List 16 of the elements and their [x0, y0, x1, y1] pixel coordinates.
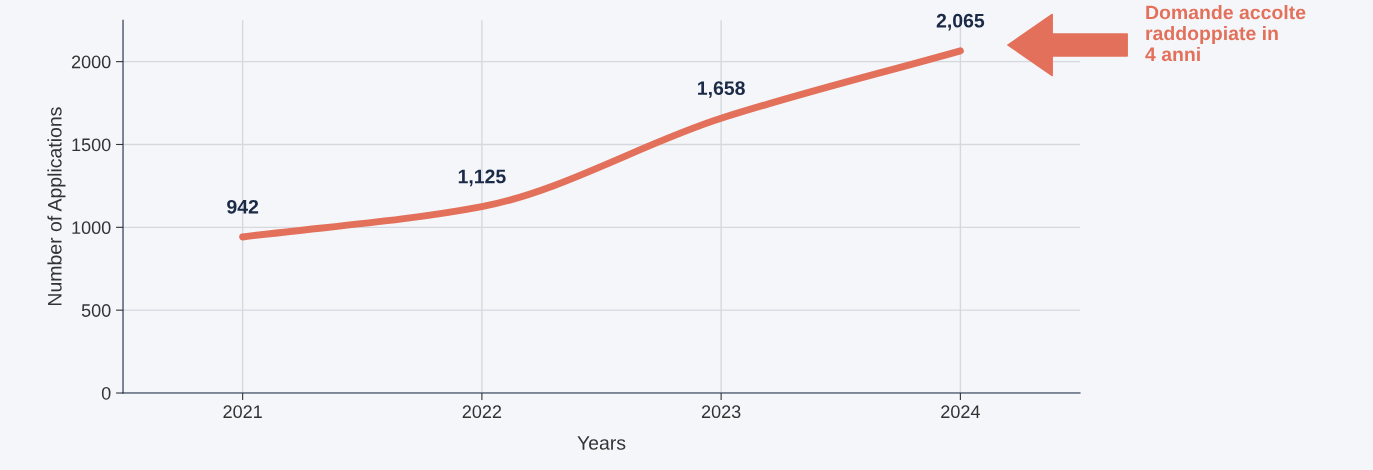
text: 1,658 — [698, 81, 745, 98]
y-tick-label: 500 — [81, 304, 111, 317]
text: 1,125 — [458, 169, 506, 187]
text: 2,065 — [936, 13, 985, 31]
text: Domande accolte raddoppiate in 4 anni — [1145, 5, 1306, 62]
x-axis-title: Years — [577, 436, 626, 450]
y-tick-label: 1000 — [72, 221, 111, 235]
y-tick-label: 1500 — [72, 138, 111, 152]
x-tick-label: 2021 — [223, 405, 262, 419]
y-tick-label: 0 — [101, 386, 111, 400]
y-axis-title: Number of Applications — [47, 107, 66, 305]
y-tick-label: 2000 — [71, 55, 111, 69]
x-tick-label: 2023 — [701, 405, 741, 419]
x-tick-label: 2024 — [941, 405, 980, 419]
x-tick-label: 2022 — [462, 405, 502, 419]
text: 942 — [227, 199, 259, 214]
